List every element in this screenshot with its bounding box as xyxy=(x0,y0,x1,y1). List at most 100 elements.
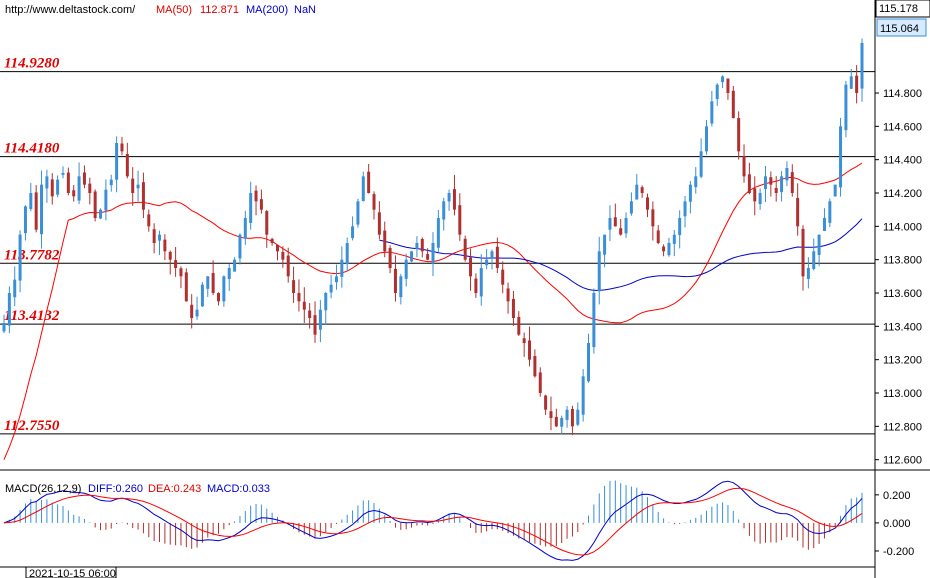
candle-body xyxy=(404,259,408,279)
candle-body xyxy=(828,201,832,223)
candle-body xyxy=(217,293,220,302)
candle-body xyxy=(125,153,129,177)
candle-body xyxy=(635,184,639,200)
candle-body xyxy=(587,343,591,382)
candle-body xyxy=(174,260,178,268)
candle-body xyxy=(372,194,376,210)
candle-body xyxy=(222,276,226,302)
candle-body xyxy=(211,273,215,293)
candle-body xyxy=(704,126,708,152)
candle-body xyxy=(313,315,317,335)
candle-body xyxy=(93,191,97,218)
candle-body xyxy=(517,316,521,335)
candle-body xyxy=(447,193,451,202)
price-tick-label: 114.000 xyxy=(883,221,922,233)
price-tick-label: 113.400 xyxy=(883,321,922,333)
candle-body xyxy=(254,190,258,202)
candle-body xyxy=(479,268,483,297)
candle-body xyxy=(131,178,135,193)
candle-body xyxy=(624,218,628,234)
candle-body xyxy=(442,201,446,220)
price-tick-label: 114.400 xyxy=(883,155,922,167)
candle-body xyxy=(860,43,864,89)
candle-body xyxy=(168,251,172,260)
macd-tick-label: -0.200 xyxy=(883,546,914,558)
candle-body xyxy=(393,268,397,293)
candle-body xyxy=(769,177,773,185)
candle-body xyxy=(651,209,655,227)
candle-body xyxy=(629,201,633,214)
macd-histogram xyxy=(8,480,863,550)
candle-body xyxy=(34,192,38,230)
candle-body xyxy=(13,279,17,298)
candle-body xyxy=(839,126,843,188)
candle-body xyxy=(806,268,810,279)
candle-body xyxy=(474,278,478,293)
candle-body xyxy=(511,298,515,318)
candle-body xyxy=(23,206,27,234)
candle-body xyxy=(570,408,574,427)
candle-body xyxy=(388,248,392,268)
candle-body xyxy=(426,254,430,260)
candle-body xyxy=(812,251,816,270)
candle-body xyxy=(195,309,199,317)
time-label-box xyxy=(25,566,117,578)
ma200-line xyxy=(379,218,863,291)
candle-body xyxy=(855,75,859,93)
candle-body xyxy=(710,101,714,124)
candle-body xyxy=(275,244,279,252)
candle-body xyxy=(436,218,440,248)
ma50-label: MA(50) xyxy=(156,4,192,16)
candle-body xyxy=(678,218,682,236)
candle-body xyxy=(528,340,532,360)
candle-body xyxy=(334,276,338,283)
candle-body xyxy=(77,176,81,201)
candle-body xyxy=(308,310,312,318)
price-axis-top-box xyxy=(875,0,930,18)
macd-label: MACD(26,12,9) xyxy=(5,483,81,495)
candle-body xyxy=(796,197,800,227)
macd-macd-value: MACD:0.033 xyxy=(207,483,270,495)
candle-body xyxy=(184,272,188,302)
candle-body xyxy=(688,184,692,202)
candle-body xyxy=(731,90,735,118)
current-price-box xyxy=(876,18,927,37)
candle-body xyxy=(844,84,848,131)
candle-body xyxy=(581,376,585,415)
candle-body xyxy=(490,251,494,259)
candle-body xyxy=(597,251,601,292)
candle-body xyxy=(88,183,92,193)
candle-body xyxy=(721,76,725,83)
candle-body xyxy=(147,214,151,227)
candle-body xyxy=(662,246,666,252)
candle-body xyxy=(227,268,231,280)
candle-body xyxy=(281,251,285,260)
candle-body xyxy=(469,257,473,277)
candle-body xyxy=(726,78,730,93)
price-tick-label: 114.600 xyxy=(883,121,922,133)
source-url[interactable]: http://www.deltastock.com/ xyxy=(5,4,136,16)
candle-body xyxy=(833,184,837,197)
candle-body xyxy=(206,276,210,289)
candle-body xyxy=(753,188,757,202)
candle-body xyxy=(822,218,826,231)
candle-body xyxy=(785,168,789,181)
candle-body xyxy=(163,239,167,252)
candle-body xyxy=(715,84,719,100)
candle-body xyxy=(99,209,103,219)
candle-body xyxy=(817,234,821,255)
candle-body xyxy=(603,234,607,255)
price-tick-label: 113.200 xyxy=(883,355,922,367)
current-price-label: 115.064 xyxy=(880,23,919,35)
candle-body xyxy=(533,356,537,377)
level-label: 114.4180 xyxy=(4,141,60,157)
candle-body xyxy=(485,259,489,266)
candle-body xyxy=(554,416,558,427)
candle-body xyxy=(383,230,387,252)
candle-body xyxy=(667,243,671,256)
candle-body xyxy=(324,293,328,311)
candle-body xyxy=(66,172,70,193)
candle-body xyxy=(774,187,778,193)
candle-body xyxy=(538,372,542,393)
